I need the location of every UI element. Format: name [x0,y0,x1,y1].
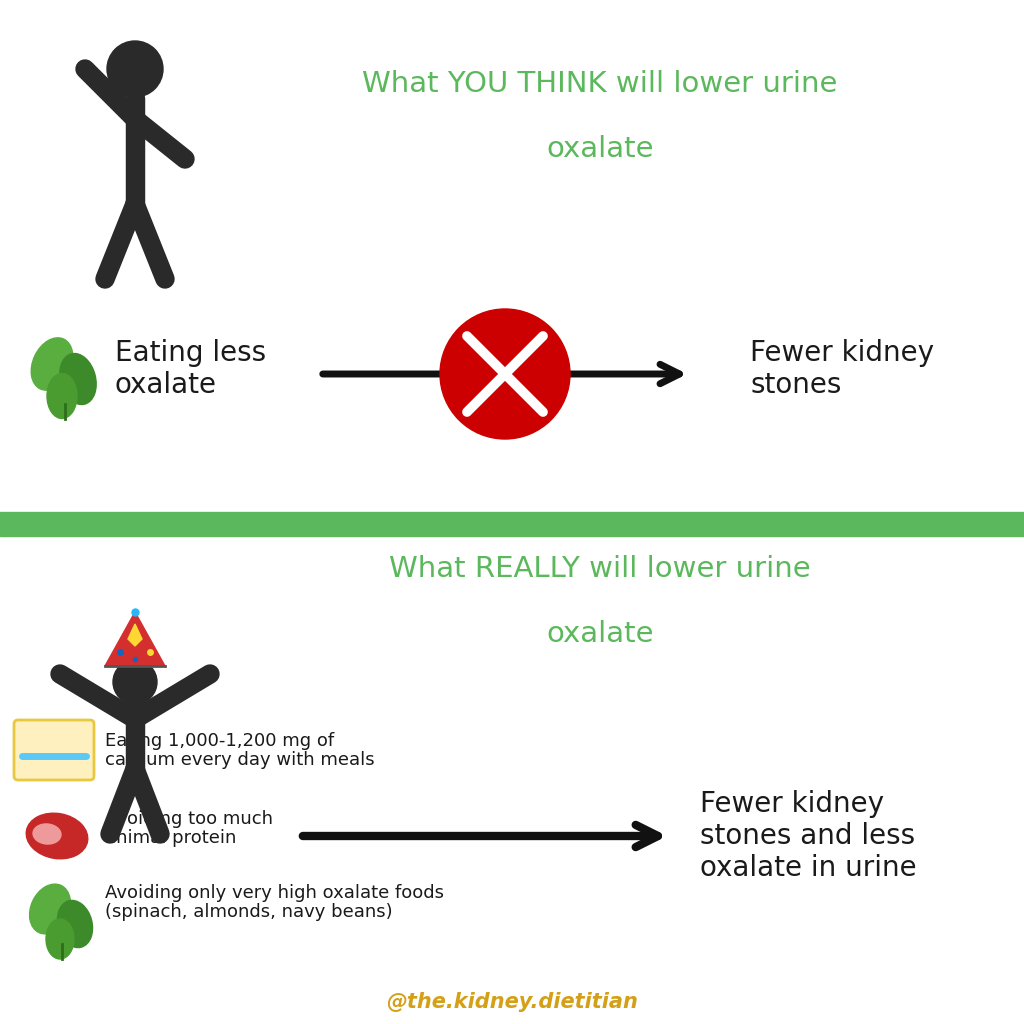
Text: Fewer kidney
stones: Fewer kidney stones [750,339,934,399]
Text: Eating less
oxalate: Eating less oxalate [115,339,266,399]
Polygon shape [105,612,165,666]
Polygon shape [128,624,142,646]
Ellipse shape [47,374,77,419]
Text: calcium every day with meals: calcium every day with meals [105,751,375,769]
Text: oxalate: oxalate [546,620,653,648]
Ellipse shape [59,353,96,404]
Text: animal protein: animal protein [105,829,237,847]
Text: What REALLY will lower urine: What REALLY will lower urine [389,555,811,583]
Circle shape [440,309,570,439]
FancyBboxPatch shape [14,720,94,780]
Text: Avoiding only very high oxalate foods: Avoiding only very high oxalate foods [105,884,444,902]
Ellipse shape [31,338,73,390]
Text: (spinach, almonds, navy beans): (spinach, almonds, navy beans) [105,903,392,921]
Text: Eating 1,000-1,200 mg of: Eating 1,000-1,200 mg of [105,732,334,750]
Ellipse shape [27,813,88,859]
Text: What YOU THINK will lower urine: What YOU THINK will lower urine [362,70,838,98]
Ellipse shape [57,900,92,947]
Circle shape [113,660,157,705]
Text: Avoiding too much: Avoiding too much [105,810,273,828]
Text: @the.kidney.dietitian: @the.kidney.dietitian [386,992,638,1012]
Ellipse shape [33,824,61,844]
Ellipse shape [30,884,71,934]
Text: oxalate: oxalate [546,135,653,163]
Bar [0,512,1024,536]
Text: Fewer kidney
stones and less
oxalate in urine: Fewer kidney stones and less oxalate in … [700,790,916,883]
Circle shape [106,41,163,97]
Ellipse shape [46,919,74,959]
